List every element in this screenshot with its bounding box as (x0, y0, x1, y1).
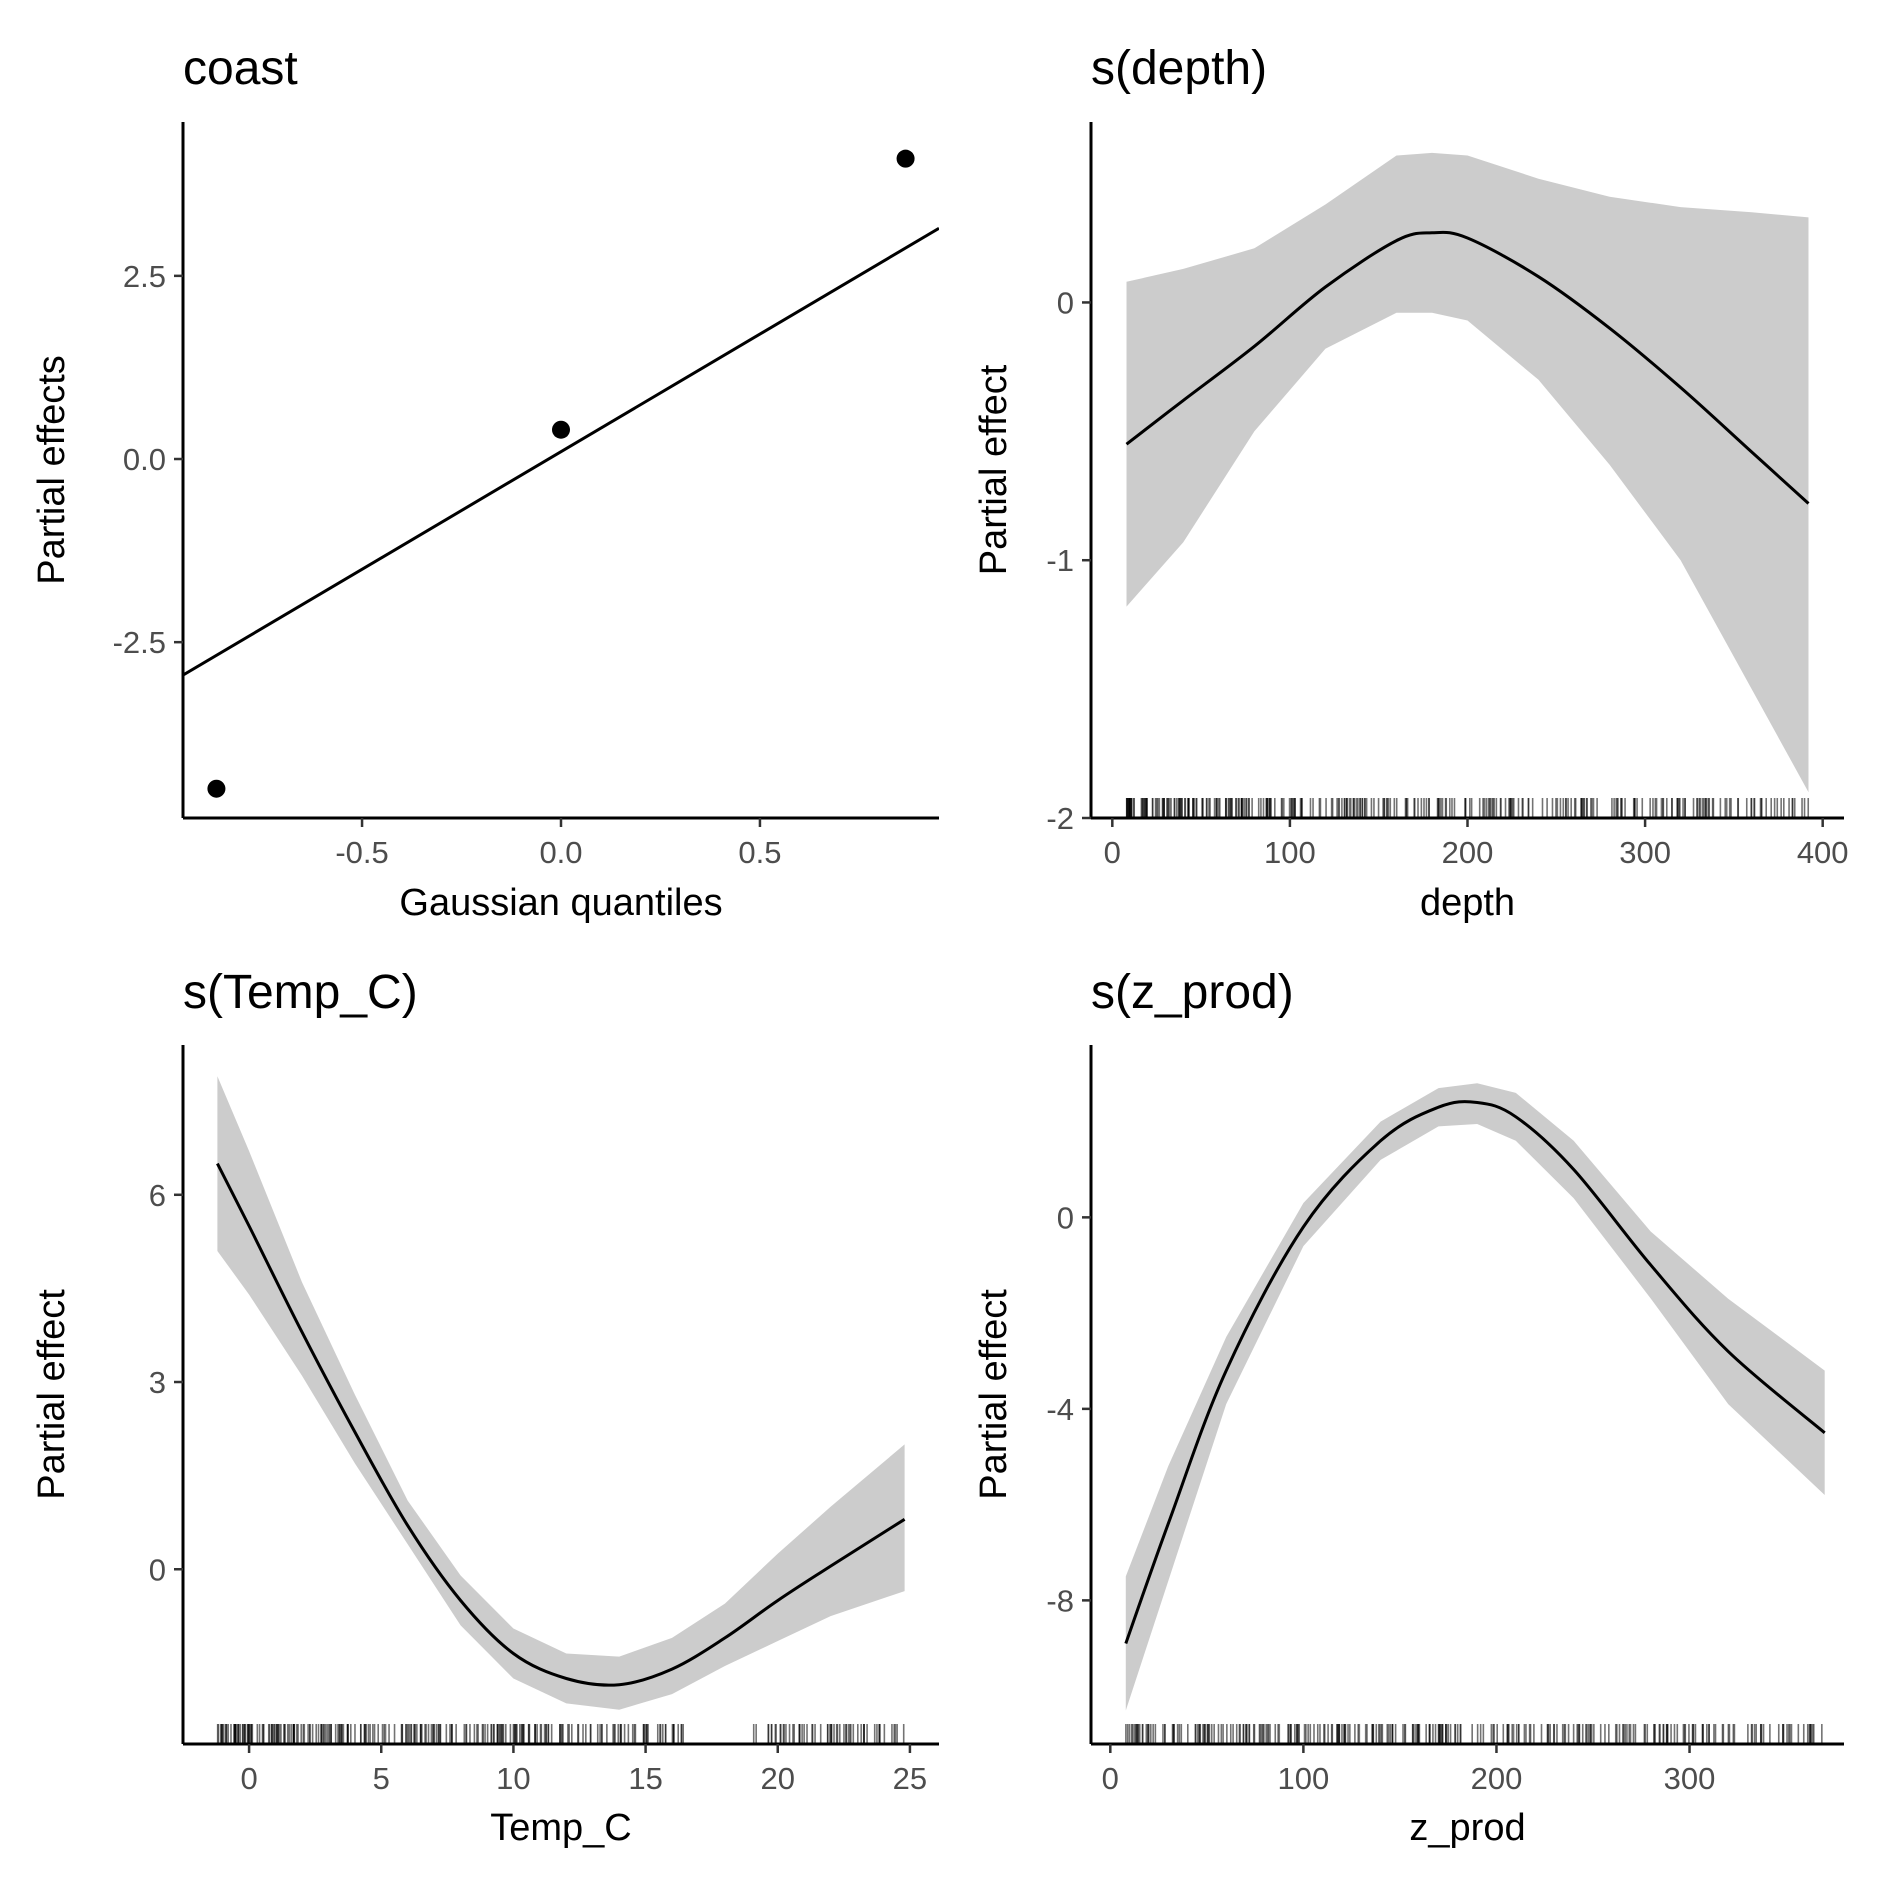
x-axis-title: depth (1420, 882, 1515, 924)
y-tick-label: 0 (1057, 1200, 1074, 1235)
y-tick-label: -2.5 (113, 625, 166, 660)
y-tick-label: 0 (149, 1552, 166, 1587)
y-axis-title: Partial effect (973, 1289, 1015, 1500)
x-tick-label: 10 (496, 1761, 530, 1796)
x-axis-title: Temp_C (490, 1807, 632, 1849)
y-tick-label: 0.0 (123, 442, 166, 477)
confidence-band (1126, 152, 1809, 793)
x-tick-label: -0.5 (335, 835, 388, 870)
y-tick-label: 0 (1057, 285, 1074, 320)
y-tick-label: -1 (1046, 543, 1074, 578)
confidence-band (217, 1076, 905, 1710)
fitted-curve (1125, 230, 1810, 505)
panel-depth: 0 100 200 300 400 0 -1 -2 s(depth) depth Partial e… (973, 42, 1849, 924)
panel-temp: 0 5 10 15 20 25 6 3 0 s(Temp_C) Temp_C Partial effe… (31, 966, 939, 1849)
x-axis-title: Gaussian quantiles (399, 882, 722, 924)
rug (1125, 798, 1810, 817)
rug (1125, 1724, 1823, 1743)
x-axis-title: z_prod (1409, 1807, 1525, 1849)
x-tick-label: 0 (1104, 835, 1121, 870)
plot-area (1124, 1083, 1826, 1743)
y-tick-label: 2.5 (123, 259, 166, 294)
data-point (896, 149, 915, 168)
fitted-curve (1124, 1100, 1826, 1644)
x-tick-label: 20 (761, 1761, 795, 1796)
rug (216, 1724, 905, 1743)
x-tick-label: 25 (893, 1761, 927, 1796)
plot-area (216, 1076, 906, 1743)
y-tick-label: 3 (149, 1365, 166, 1400)
y-tick-label: 6 (149, 1178, 166, 1213)
panel-title: coast (183, 42, 298, 95)
y-axis-title: Partial effect (31, 1289, 73, 1500)
y-axis-title: Partial effects (31, 355, 73, 585)
panel-title: s(z_prod) (1091, 966, 1294, 1019)
y-tick-label: -4 (1046, 1392, 1074, 1427)
x-tick-label: 200 (1471, 1761, 1523, 1796)
confidence-band (1125, 1083, 1825, 1711)
x-tick-label: 200 (1442, 835, 1494, 870)
x-tick-label: 300 (1619, 835, 1671, 870)
data-point (552, 420, 570, 439)
x-tick-label: 0.5 (738, 835, 781, 870)
x-tick-label: 15 (628, 1761, 662, 1796)
x-tick-label: 100 (1264, 835, 1316, 870)
reference-line (183, 226, 939, 677)
plot-area (183, 149, 939, 798)
panel-title: s(Temp_C) (183, 966, 418, 1019)
fitted-curve (216, 1162, 906, 1687)
y-axis-title: Partial effect (973, 364, 1015, 575)
x-tick-label: 0.0 (539, 835, 582, 870)
plot-area (1125, 152, 1810, 817)
data-point (207, 779, 226, 798)
x-tick-label: 0 (240, 1761, 257, 1796)
panel-title: s(depth) (1091, 42, 1267, 95)
x-tick-label: 0 (1102, 1761, 1119, 1796)
panel-zprod: 0 100 200 300 0 -4 -8 s(z_prod) z_prod Partial ef… (973, 966, 1844, 1849)
x-tick-label: 400 (1797, 835, 1849, 870)
x-tick-label: 300 (1664, 1761, 1716, 1796)
x-tick-label: 5 (373, 1761, 390, 1796)
panel-coast: -0.5 0.0 0.5 2.5 0.0 -2.5 coast Gaussian quanti… (31, 42, 939, 924)
x-tick-label: 100 (1278, 1761, 1330, 1796)
y-tick-label: -2 (1046, 801, 1074, 836)
y-tick-label: -8 (1046, 1583, 1074, 1618)
